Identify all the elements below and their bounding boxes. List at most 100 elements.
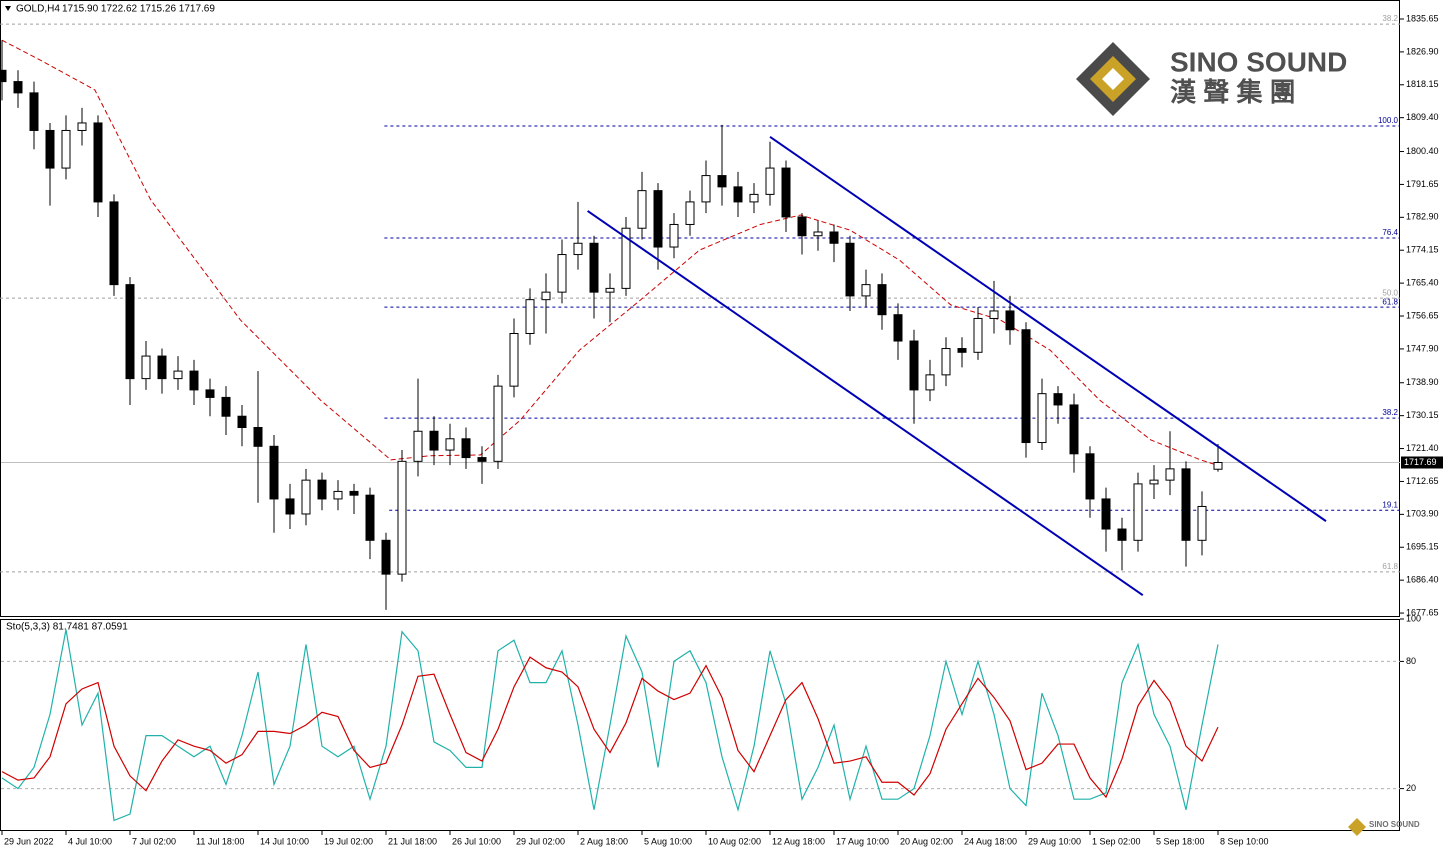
stoch-line — [1, 656, 1219, 799]
chart-title: GOLD,H4 — [16, 4, 60, 15]
candle-body — [605, 287, 615, 293]
x-tick-label: 17 Aug 10:00 — [836, 836, 889, 846]
y-tick-label: 1774.15 — [1406, 245, 1439, 255]
y-tick-label: 100 — [1406, 613, 1421, 623]
candle-body — [1053, 393, 1063, 406]
candle-body — [365, 494, 375, 541]
x-tick-label: 5 Aug 10:00 — [644, 836, 692, 846]
candle-body — [205, 389, 215, 398]
candle-body — [221, 396, 231, 417]
candle-body — [557, 254, 567, 293]
candle-body — [429, 430, 439, 451]
candle-body — [413, 430, 423, 462]
candle-body — [253, 427, 263, 447]
x-tick-label: 1 Sep 02:00 — [1092, 836, 1141, 846]
x-tick-label: 29 Jun 2022 — [4, 836, 54, 846]
trend-line — [769, 136, 1327, 522]
x-tick-label: 21 Jul 18:00 — [388, 836, 437, 846]
candle-body — [765, 167, 775, 195]
x-tick-label: 26 Jul 10:00 — [452, 836, 501, 846]
menu-arrow — [5, 6, 11, 11]
candle-body — [1197, 505, 1207, 541]
x-tick-label: 29 Aug 10:00 — [1028, 836, 1081, 846]
fib-label: 100.0 — [1378, 116, 1399, 125]
x-tick-label: 12 Aug 18:00 — [772, 836, 825, 846]
candle-body — [189, 370, 199, 391]
candle-body — [861, 284, 871, 297]
y-tick-label: 20 — [1406, 783, 1416, 793]
candle-body — [637, 190, 647, 229]
candle-body — [1037, 393, 1047, 444]
candle-body — [989, 310, 999, 319]
candle-body — [1005, 310, 1015, 331]
candle-body — [61, 129, 71, 169]
fib-label: 38.2 — [1382, 408, 1398, 417]
x-tick-label: 5 Sep 18:00 — [1156, 836, 1205, 846]
candle-body — [1133, 483, 1143, 541]
y-tick-label: 1738.90 — [1406, 377, 1439, 387]
x-tick-label: 19 Jul 02:00 — [324, 836, 373, 846]
candle-body — [701, 175, 711, 203]
y-tick-label: 1826.90 — [1406, 46, 1439, 56]
fib-label: 19.1 — [1382, 500, 1398, 509]
x-tick-label: 10 Aug 02:00 — [708, 836, 761, 846]
logo-chinese: 漢 聲 集 團 — [1170, 77, 1296, 107]
candle-body — [941, 348, 951, 376]
moving-average — [1, 39, 1223, 468]
candle-body — [349, 490, 359, 496]
logo-small-name: SINO SOUND — [1369, 820, 1420, 829]
x-tick-label: 8 Sep 10:00 — [1220, 836, 1269, 846]
candle-body — [13, 81, 23, 94]
candle-body — [621, 227, 631, 289]
candle-body — [1021, 329, 1031, 444]
candle-body — [237, 415, 247, 429]
candle-body — [717, 175, 727, 188]
candle-body — [397, 460, 407, 575]
candle-body — [445, 438, 455, 451]
x-tick-label: 2 Aug 18:00 — [580, 836, 628, 846]
candle-body — [685, 201, 695, 225]
candle-body — [541, 291, 551, 301]
candle-body — [877, 284, 887, 316]
candle-body — [141, 355, 151, 380]
y-tick-label: 1800.40 — [1406, 146, 1439, 156]
main-pane — [0, 0, 1400, 617]
candle-body — [77, 122, 87, 131]
logo-diamond-core — [1102, 68, 1124, 90]
chart-subtitle: 1715.90 1722.62 1715.26 1717.69 — [62, 4, 215, 15]
candle-body — [669, 223, 679, 248]
y-tick-label: 1695.15 — [1406, 542, 1439, 552]
candle-body — [1069, 404, 1079, 455]
y-tick-label: 1835.65 — [1406, 13, 1439, 23]
candle-body — [925, 374, 935, 391]
y-tick-label: 1721.40 — [1406, 443, 1439, 453]
candle-body — [317, 479, 327, 500]
y-tick-label: 1712.65 — [1406, 476, 1439, 486]
candle-body — [173, 370, 183, 380]
candle-body — [845, 242, 855, 297]
last-price-label: 1717.69 — [1404, 457, 1437, 467]
candle-body — [589, 242, 599, 293]
y-tick-label: 1686.40 — [1406, 575, 1439, 585]
stoch-pane — [0, 619, 1400, 831]
candle-body — [909, 340, 919, 391]
candle-body — [813, 231, 823, 237]
logo-small-diamond — [1348, 818, 1366, 836]
indicator-title: Sto(5,3,3) 81.7481 87.0591 — [6, 622, 128, 633]
y-tick-label: 1747.90 — [1406, 343, 1439, 353]
candle-body — [269, 445, 279, 500]
candle-body — [1149, 479, 1159, 485]
candle-body — [1213, 462, 1223, 470]
x-tick-label: 7 Jul 02:00 — [132, 836, 176, 846]
candle-body — [493, 385, 503, 462]
candle-body — [125, 284, 135, 380]
fib-label: 61.8 — [1382, 562, 1398, 571]
candle-body — [893, 314, 903, 342]
candle-body — [957, 348, 967, 353]
y-tick-label: 1809.40 — [1406, 112, 1439, 122]
candle-body — [381, 539, 391, 575]
y-tick-label: 1756.65 — [1406, 310, 1439, 320]
candle-body — [285, 498, 295, 515]
